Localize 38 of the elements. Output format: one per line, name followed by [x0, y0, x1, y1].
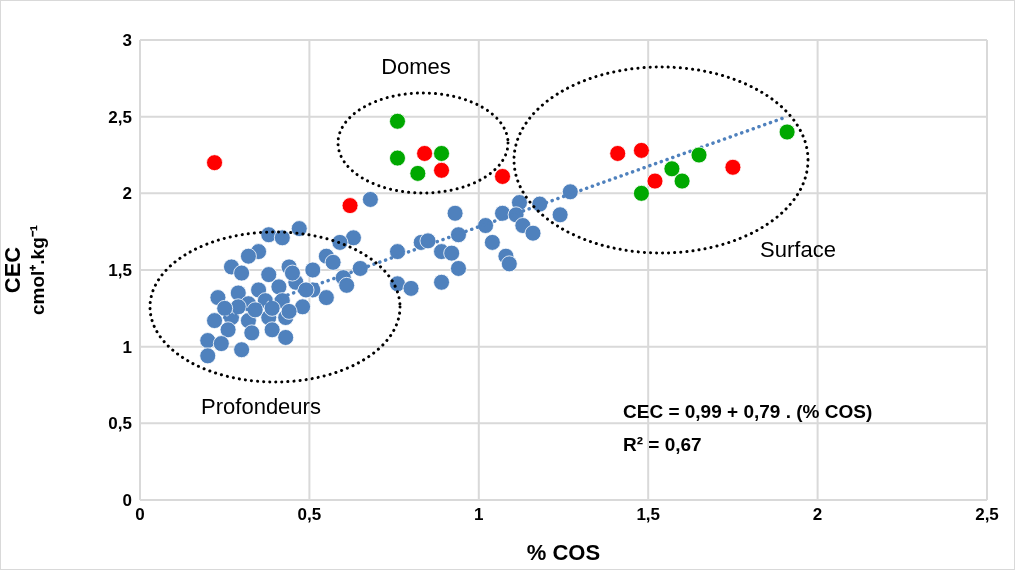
- x-tick-label: 0,5: [297, 505, 322, 525]
- x-tick-label: 2,5: [975, 505, 999, 525]
- point: [663, 160, 681, 178]
- point: [389, 112, 406, 130]
- y-tick-label: 0,5: [108, 414, 132, 434]
- point: [389, 149, 406, 167]
- x-axis-title: % COS: [526, 540, 601, 565]
- point: [724, 158, 742, 176]
- x-tick-label: 1,5: [636, 505, 661, 525]
- x-tick-label: 0: [135, 505, 145, 525]
- point: [633, 142, 650, 159]
- point: [673, 172, 691, 190]
- point: [341, 197, 359, 214]
- point: [433, 161, 450, 179]
- annotation: R² = 0,67: [623, 434, 702, 456]
- x-tick-label: 1: [474, 505, 484, 525]
- point: [494, 168, 511, 185]
- y-tick-label: 2: [122, 184, 132, 204]
- point: [416, 145, 433, 162]
- y-tick-label: 2,5: [108, 107, 132, 127]
- point: [409, 165, 427, 182]
- point: [609, 145, 627, 162]
- y-axis-title: CEC cmol⁺.kg⁻¹: [0, 224, 48, 316]
- y-tick-label: 1: [122, 337, 132, 357]
- point: [633, 184, 650, 202]
- annotation: Surface: [760, 236, 836, 262]
- annotation: Profondeurs: [201, 393, 321, 419]
- point: [646, 172, 664, 190]
- point: [433, 145, 450, 162]
- annotation: CEC = 0,99 + 0,79 . (% COS): [623, 401, 873, 423]
- y-tick-label: 0: [122, 491, 132, 511]
- annotation: Domes: [381, 53, 451, 79]
- y-tick-label: 3: [122, 31, 132, 51]
- point: [206, 154, 223, 172]
- point: [778, 123, 796, 141]
- y-tick-label: 1,5: [108, 261, 132, 281]
- point: [690, 146, 708, 164]
- x-tick-label: 2: [812, 505, 823, 525]
